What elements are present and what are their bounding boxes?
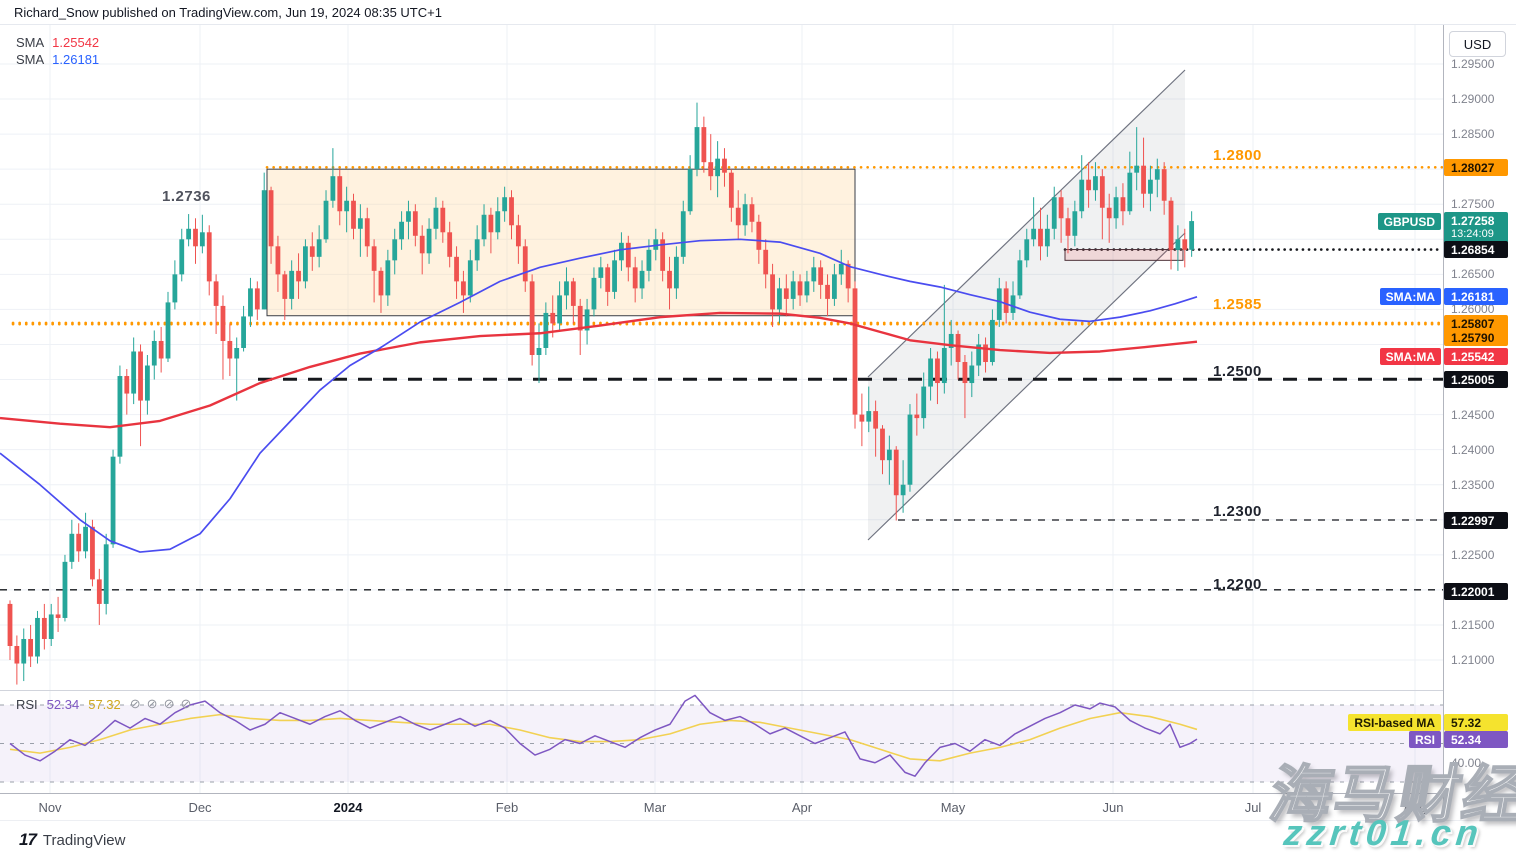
- orange-level-badge-a: 1.25807: [1444, 315, 1508, 332]
- rsi-line[interactable]: [9, 694, 1198, 777]
- price-tick-1.21500: 1.21500: [1451, 617, 1495, 632]
- footer-bar: 17 TradingView: [0, 820, 1516, 857]
- indicator-settings-icon[interactable]: ⊘: [146, 696, 158, 711]
- support-mid-label: 1.2585: [1213, 296, 1262, 313]
- time-label-Dec: Dec: [188, 800, 212, 815]
- hide-indicator-icon[interactable]: ⊘: [129, 696, 141, 711]
- watermark-url: zzrt01.cn: [1281, 812, 1486, 853]
- price-tick-1.24000: 1.24000: [1451, 442, 1495, 457]
- support-lower-label: 1.2200: [1213, 576, 1262, 593]
- price-tick-1.23500: 1.23500: [1451, 477, 1495, 492]
- indicator-more-icon[interactable]: ⊘: [180, 696, 192, 711]
- rsi-tick-40: 40.00: [1451, 755, 1482, 770]
- rsi-value-badge: 52.34: [1444, 731, 1508, 748]
- last-price-value: 1.27258: [1451, 214, 1495, 228]
- support-low-label: 1.2300: [1213, 503, 1262, 520]
- price-tick-1.29000: 1.29000: [1451, 92, 1495, 107]
- pivot-high-label: 1.2736: [162, 188, 211, 205]
- rsi-ma-legend-value: 57.32: [88, 696, 121, 712]
- rsi-ma-axis-label: RSI-based MA: [1348, 714, 1441, 731]
- sma-slow-legend-row[interactable]: SMA 1.26181: [16, 51, 99, 68]
- orange-level-badge-b: 1.25790: [1444, 329, 1508, 346]
- support-zone-box[interactable]: [1064, 249, 1184, 261]
- sma-fast-label: SMA: [16, 35, 45, 50]
- remove-indicator-icon[interactable]: ⊘: [163, 696, 175, 711]
- sma-slow-label: SMA: [16, 52, 45, 67]
- sma-fast-line[interactable]: [0, 311, 1198, 429]
- rsi-legend-label: RSI: [16, 696, 38, 712]
- time-label-Mar: Mar: [643, 800, 667, 815]
- symbol-price-label: GBPUSD: [1377, 213, 1441, 230]
- channel-lower-line[interactable]: [867, 232, 1186, 541]
- price-chart-canvas[interactable]: [0, 25, 1516, 820]
- publish-bar-text: Richard_Snow published on TradingView.co…: [14, 5, 442, 20]
- sma-slow-value: 1.26181: [52, 52, 100, 67]
- price-tick-1.28500: 1.28500: [1451, 127, 1495, 142]
- level-badge-125005: 1.25005: [1444, 371, 1508, 388]
- indicator-controls: ⊘ ⊘ ⊘ ⊘: [130, 696, 192, 712]
- rsi-pane-background: [0, 704, 1443, 783]
- price-axis[interactable]: [1443, 25, 1516, 820]
- consolidation-box[interactable]: [266, 168, 856, 317]
- ascending-channel-fill[interactable]: [868, 70, 1185, 540]
- time-label-Apr: Apr: [791, 800, 813, 815]
- time-label-Aug: Aug: [1403, 800, 1427, 815]
- price-tick-1.22500: 1.22500: [1451, 547, 1495, 562]
- price-tick-1.24500: 1.24500: [1451, 407, 1495, 422]
- sma-slow-line[interactable]: [0, 238, 1198, 553]
- sma-slow-value-badge: 1.26181: [1444, 288, 1508, 305]
- rsi-legend-value: 52.34: [46, 696, 80, 712]
- channel-upper-line[interactable]: [867, 69, 1186, 378]
- time-label-Feb: Feb: [495, 800, 519, 815]
- rsi-ma-value-badge: 57.32: [1444, 714, 1508, 731]
- price-tick-1.26000: 1.26000: [1451, 302, 1495, 317]
- resistance-label: 1.2800: [1213, 147, 1262, 164]
- indicator-legend-sma: SMA 1.25542 SMA 1.26181: [16, 34, 99, 68]
- level-badge-122001: 1.22001: [1444, 583, 1508, 600]
- price-tick-1.29500: 1.29500: [1451, 57, 1495, 71]
- last-price-badge: 1.27258 13:24:09: [1444, 212, 1508, 244]
- time-label-Nov: Nov: [38, 800, 62, 815]
- indicator-legend-rsi[interactable]: RSI 52.34 57.32 ⊘ ⊘ ⊘ ⊘: [16, 696, 191, 712]
- rsi-axis-label: RSI: [1408, 731, 1441, 748]
- sma-fast-value: 1.25542: [52, 35, 100, 50]
- resistance-price-badge: 1.28027: [1444, 159, 1508, 176]
- time-label-May: May: [940, 800, 966, 815]
- publish-bar: Richard_Snow published on TradingView.co…: [0, 0, 1516, 25]
- tradingview-logo-text: TradingView: [42, 831, 126, 849]
- tradingview-logo[interactable]: 17 TradingView: [19, 830, 125, 850]
- bar-countdown: 13:24:09: [1451, 228, 1494, 240]
- sma-fast-axis-label: SMA:MA: [1379, 348, 1441, 365]
- sma-slow-axis-label: SMA:MA: [1379, 288, 1441, 305]
- candles-group: [7, 102, 1195, 685]
- time-label-Jul: Jul: [1244, 800, 1262, 815]
- time-axis[interactable]: Nov Dec 2024 Feb Mar Apr May Jun Jul Aug: [0, 793, 1516, 820]
- level-badge-122997: 1.22997: [1444, 512, 1508, 529]
- price-levels: [0, 165, 1445, 591]
- round-level-label: 1.2500: [1213, 363, 1262, 380]
- currency-toggle-button[interactable]: USD: [1449, 31, 1506, 57]
- tradingview-logo-icon: 17: [19, 830, 37, 849]
- sma-fast-legend-row[interactable]: SMA 1.25542: [16, 34, 99, 51]
- level-badge-126854: 1.26854: [1444, 241, 1508, 258]
- grid-lines: [0, 25, 1443, 793]
- price-tick-1.21000: 1.21000: [1451, 653, 1495, 668]
- time-label-Jun: Jun: [1102, 800, 1124, 815]
- time-label-2024: 2024: [333, 800, 363, 815]
- sma-fast-value-badge: 1.25542: [1444, 348, 1508, 365]
- price-tick-1.27500: 1.27500: [1451, 197, 1495, 212]
- price-tick-1.26500: 1.26500: [1451, 267, 1495, 282]
